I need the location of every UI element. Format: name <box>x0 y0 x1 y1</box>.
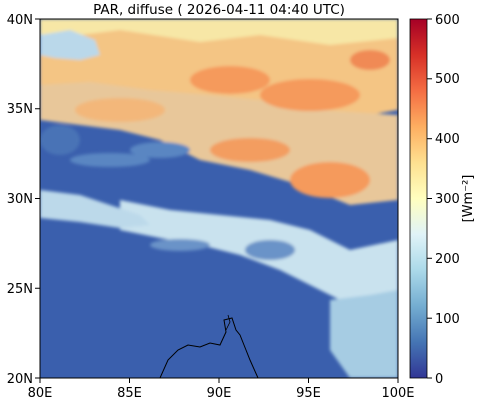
x-axis: 80E 85E 90E 95E 100E <box>28 378 415 401</box>
y-tick-label: 25N <box>7 282 33 297</box>
x-tick-label: 90E <box>207 386 232 401</box>
coastline <box>159 317 259 378</box>
raster-clear-patch <box>130 142 190 158</box>
coastline <box>225 314 231 331</box>
raster-clear-patch <box>70 153 150 167</box>
map-raster <box>40 19 398 378</box>
y-tick-label: 20N <box>7 372 33 387</box>
x-tick-label: 100E <box>381 386 414 401</box>
y-axis: 20N 25N 30N 35N 40N <box>7 13 40 387</box>
colorbar-gradient <box>409 18 428 379</box>
raster-clear-patch <box>40 125 80 155</box>
x-tick-label: 80E <box>28 386 53 401</box>
x-tick-label: 95E <box>296 386 321 401</box>
colorbar-tick-label: 200 <box>435 252 460 267</box>
colorbar: 0 100 200 300 400 500 600 [Wm⁻²] <box>409 13 476 387</box>
colorbar-tick-label: 400 <box>435 132 460 147</box>
raster-hotspot <box>75 98 165 122</box>
raster-clear-patch <box>150 239 210 251</box>
y-tick-label: 40N <box>7 13 33 28</box>
raster-south-cloud-band-2 <box>40 190 150 228</box>
raster-hotspot <box>210 138 290 162</box>
colorbar-tick-label: 500 <box>435 72 460 87</box>
raster-hotspot <box>260 79 360 111</box>
raster-southeast-cloud-patch <box>330 290 398 378</box>
raster-clear-patch <box>245 240 295 260</box>
colorbar-tick-label: 100 <box>435 312 460 327</box>
y-tick-label: 30N <box>7 192 33 207</box>
y-tick-label: 35N <box>7 102 33 117</box>
colorbar-label: [Wm⁻²] <box>461 175 476 223</box>
raster-west-cloud-patch <box>40 30 100 60</box>
colorbar-tick-label: 0 <box>435 372 443 387</box>
colorbar-tick-label: 600 <box>435 13 460 28</box>
raster-hotspot <box>350 50 390 70</box>
raster-hotspot <box>290 162 370 198</box>
colorbar-ticks <box>427 18 432 379</box>
raster-hotspot <box>190 66 270 94</box>
x-tick-label: 85E <box>117 386 142 401</box>
colorbar-tick-label: 300 <box>435 192 460 207</box>
map-title: PAR, diffuse ( 2026-04-11 04:40 UTC) <box>93 2 345 18</box>
